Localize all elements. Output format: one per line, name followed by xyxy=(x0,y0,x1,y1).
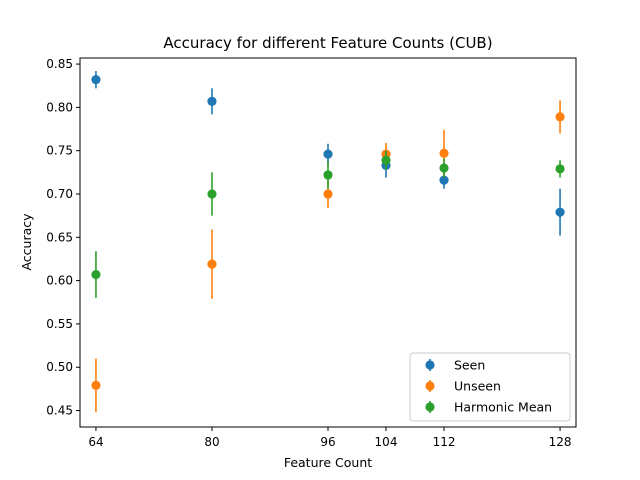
legend-item: Seen xyxy=(425,358,485,373)
legend-box xyxy=(409,352,571,422)
legend-marker xyxy=(425,381,435,391)
x-tick-label: 128 xyxy=(549,435,572,449)
y-tick-label: 0.50 xyxy=(46,360,73,374)
x-axis: 64 80 96 104 112 128 xyxy=(88,427,571,449)
y-axis: 0.45 0.50 0.55 0.60 0.65 0.70 0.75 0.80 0.85 xyxy=(46,57,80,418)
y-tick-label: 0.75 xyxy=(46,144,73,158)
x-tick-label: 96 xyxy=(320,435,335,449)
data-point xyxy=(381,155,391,165)
legend-item: Harmonic Mean xyxy=(425,400,552,415)
plot-area xyxy=(91,70,565,413)
x-tick-label: 104 xyxy=(375,435,398,449)
y-tick-label: 0.55 xyxy=(46,317,73,331)
data-point xyxy=(439,148,449,158)
legend-marker xyxy=(425,360,435,370)
legend-label: Seen xyxy=(454,358,485,373)
data-point xyxy=(91,75,101,85)
legend-marker xyxy=(425,402,435,412)
data-point xyxy=(323,170,333,180)
y-tick-label: 0.85 xyxy=(46,57,73,71)
y-tick-label: 0.60 xyxy=(46,274,73,288)
data-point xyxy=(555,207,565,217)
legend-item: Unseen xyxy=(425,379,501,394)
y-tick-label: 0.70 xyxy=(46,187,73,201)
series-2 xyxy=(91,150,565,298)
y-tick-label: 0.65 xyxy=(46,230,73,244)
x-tick-label: 64 xyxy=(88,435,103,449)
y-tick-label: 0.45 xyxy=(46,404,73,418)
legend: Seen Unseen Harmonic Mean xyxy=(409,352,571,422)
series-0 xyxy=(91,70,565,236)
data-point xyxy=(439,175,449,185)
data-point xyxy=(207,96,217,106)
data-point xyxy=(439,163,449,173)
legend-label: Unseen xyxy=(454,379,501,394)
data-point xyxy=(207,259,217,269)
y-tick-label: 0.80 xyxy=(46,100,73,114)
data-point xyxy=(91,380,101,391)
legend-label: Harmonic Mean xyxy=(454,400,552,415)
data-point xyxy=(555,112,565,122)
chart-title: Accuracy for different Feature Counts (C… xyxy=(163,34,492,52)
y-axis-label: Accuracy xyxy=(19,213,34,271)
x-axis-label: Feature Count xyxy=(284,455,372,470)
data-point xyxy=(323,189,333,199)
data-point xyxy=(323,149,333,159)
x-tick-label: 80 xyxy=(204,435,219,449)
data-point xyxy=(91,269,101,280)
data-point xyxy=(555,164,565,174)
data-point xyxy=(207,189,217,199)
x-tick-label: 112 xyxy=(433,435,456,449)
